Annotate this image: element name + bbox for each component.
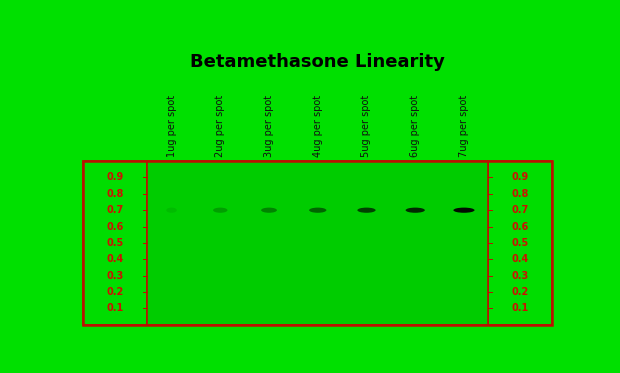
Bar [83, 161, 147, 325]
Text: 0.8: 0.8 [512, 189, 529, 199]
Text: 1ug per spot: 1ug per spot [167, 95, 177, 157]
Text: Betamethasone Linearity: Betamethasone Linearity [190, 53, 445, 71]
Text: 6ug per spot: 6ug per spot [410, 95, 420, 157]
Text: 0.3: 0.3 [512, 271, 529, 280]
Bar [489, 161, 552, 325]
Text: 7ug per spot: 7ug per spot [459, 94, 469, 157]
Text: 0.4: 0.4 [107, 254, 124, 264]
Text: 3ug per spot: 3ug per spot [264, 95, 274, 157]
Text: 0.2: 0.2 [512, 287, 529, 297]
Ellipse shape [261, 208, 277, 213]
Ellipse shape [309, 208, 326, 213]
Text: 0.4: 0.4 [512, 254, 529, 264]
Text: 0.9: 0.9 [107, 172, 124, 182]
Ellipse shape [453, 208, 474, 213]
Text: 5ug per spot: 5ug per spot [361, 94, 371, 157]
Text: 0.1: 0.1 [107, 303, 124, 313]
Ellipse shape [405, 208, 425, 213]
Text: 0.7: 0.7 [512, 205, 529, 215]
Text: 0.5: 0.5 [107, 238, 124, 248]
Text: 0.1: 0.1 [512, 303, 529, 313]
Text: 0.8: 0.8 [107, 189, 124, 199]
Text: 0.5: 0.5 [512, 238, 529, 248]
Text: 0.6: 0.6 [107, 222, 124, 232]
Ellipse shape [166, 208, 177, 213]
Bar [83, 161, 552, 325]
Text: 0.7: 0.7 [107, 205, 124, 215]
Text: 4ug per spot: 4ug per spot [312, 95, 323, 157]
Text: 0.6: 0.6 [512, 222, 529, 232]
Text: 0.9: 0.9 [512, 172, 529, 182]
Ellipse shape [213, 208, 228, 213]
Text: 0.3: 0.3 [107, 271, 124, 280]
Text: 0.2: 0.2 [107, 287, 124, 297]
Ellipse shape [357, 208, 376, 213]
Text: 2ug per spot: 2ug per spot [215, 94, 225, 157]
Bar [147, 161, 489, 325]
